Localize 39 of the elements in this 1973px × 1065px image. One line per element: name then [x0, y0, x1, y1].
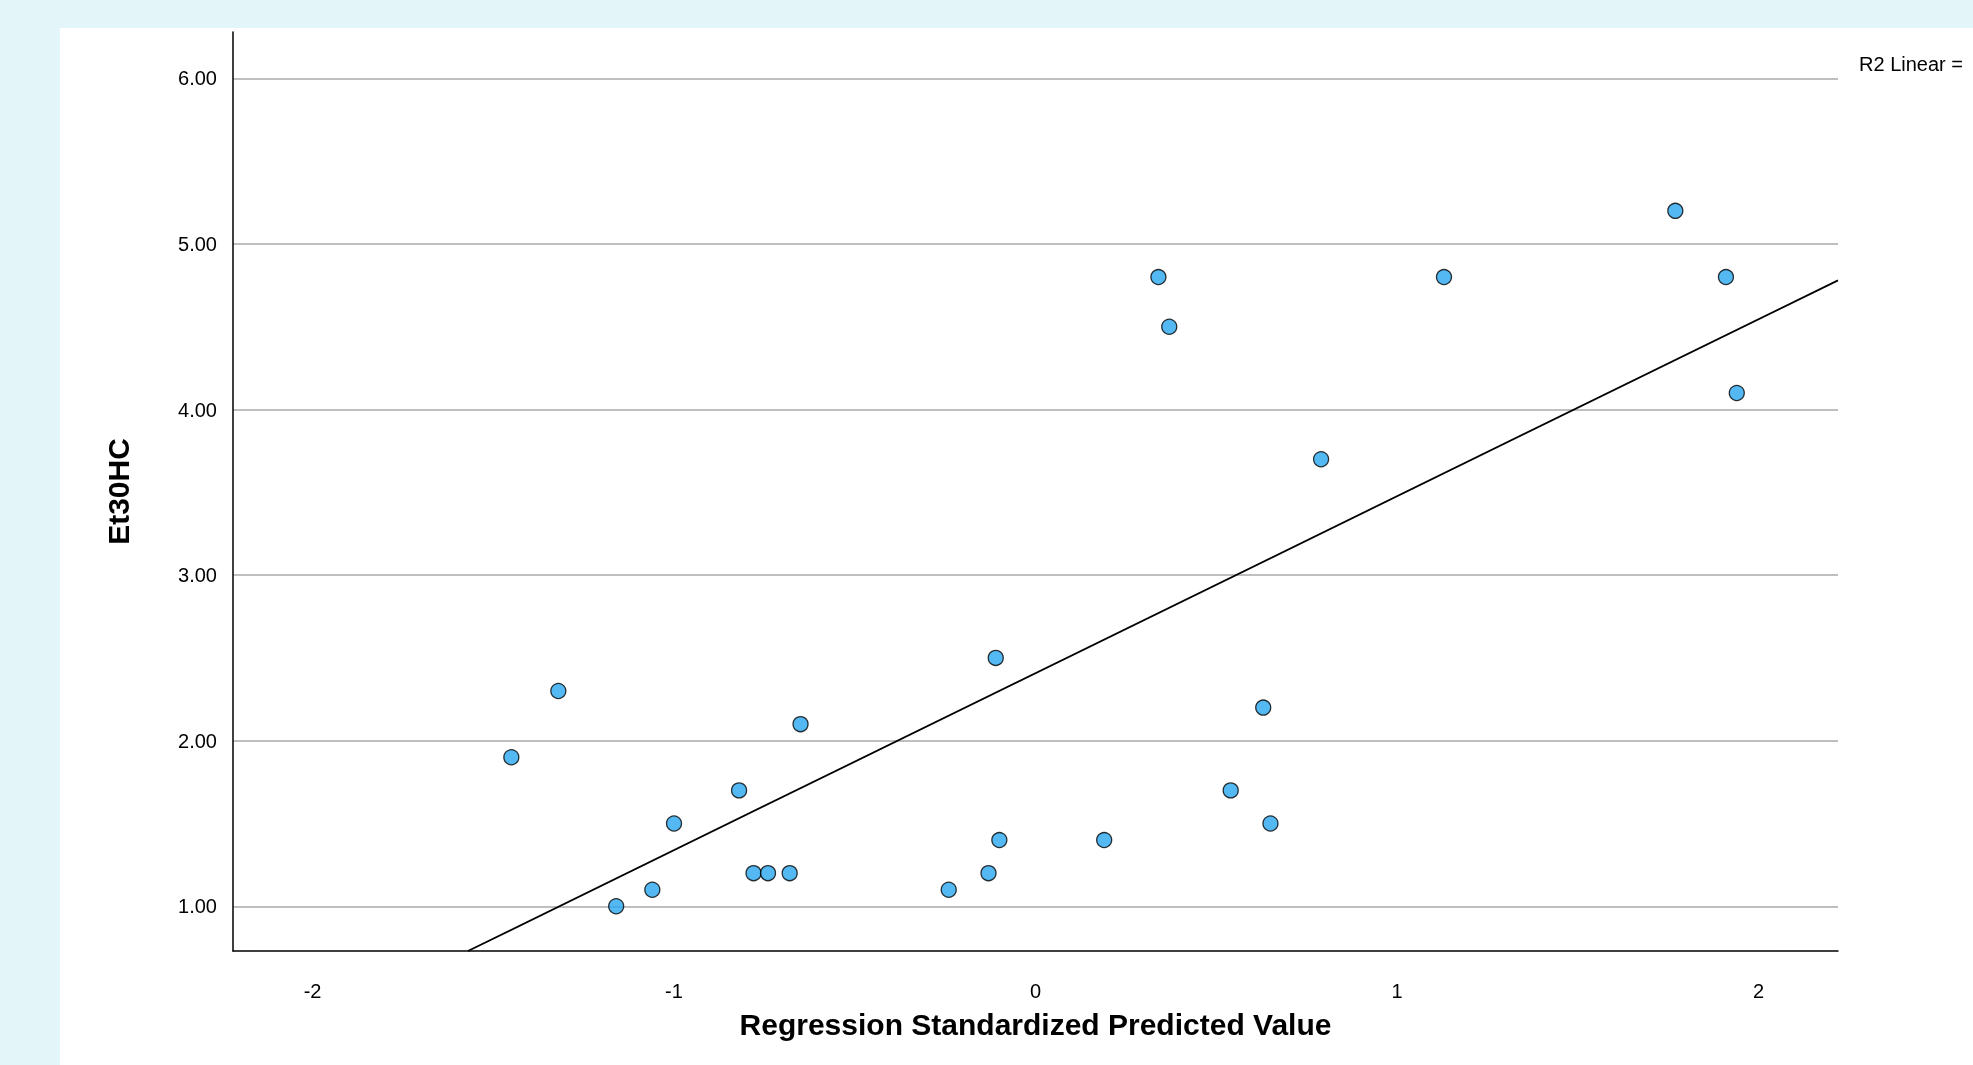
point: [1728, 384, 1745, 402]
point: [730, 782, 748, 799]
text: R2 Linear =: [1859, 53, 1964, 75]
x-tick-label: 2: [1752, 980, 1765, 1002]
point: [991, 831, 1008, 849]
point: [1096, 831, 1113, 849]
y-tick-label: 1.00: [178, 895, 217, 918]
x-tick-label: -1: [665, 980, 683, 1002]
point: [1262, 815, 1279, 832]
x-tick-label: 1: [1391, 980, 1403, 1002]
x-tick-label: -2: [303, 980, 322, 1002]
point: [1435, 268, 1453, 286]
point: [987, 649, 1004, 667]
point: [980, 865, 997, 882]
x-axis-title: Regression Standardized Predicted Value: [739, 1007, 1332, 1041]
point: [665, 815, 683, 832]
point: [1312, 451, 1330, 468]
point: [745, 865, 762, 882]
y-tick-label: 6.00: [178, 67, 217, 90]
point: [781, 865, 798, 882]
point: [1667, 202, 1684, 219]
x-tick-label: 0: [1029, 980, 1042, 1002]
y-tick-label: 3.00: [178, 564, 217, 587]
y-tick-label: 5.00: [178, 232, 217, 255]
point: [1150, 268, 1167, 286]
point: [759, 865, 777, 882]
y-axis-title: Et30HC: [101, 438, 135, 545]
point: [550, 682, 567, 700]
point: [1161, 318, 1178, 335]
point: [503, 749, 520, 766]
point: [940, 881, 957, 898]
point: [792, 716, 809, 733]
point: [608, 898, 625, 915]
y-tick-label: 4.00: [178, 398, 217, 421]
y-tick-label: 2.00: [178, 729, 217, 752]
point: [644, 881, 661, 898]
point: [1255, 699, 1272, 716]
point: [1222, 782, 1239, 799]
point: [1717, 268, 1735, 286]
